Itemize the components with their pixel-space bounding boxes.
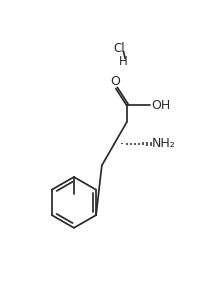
Text: O: O: [110, 75, 119, 88]
Text: H: H: [118, 55, 127, 68]
Text: OH: OH: [151, 99, 170, 112]
Text: Cl: Cl: [113, 42, 124, 55]
Text: NH₂: NH₂: [151, 137, 175, 150]
